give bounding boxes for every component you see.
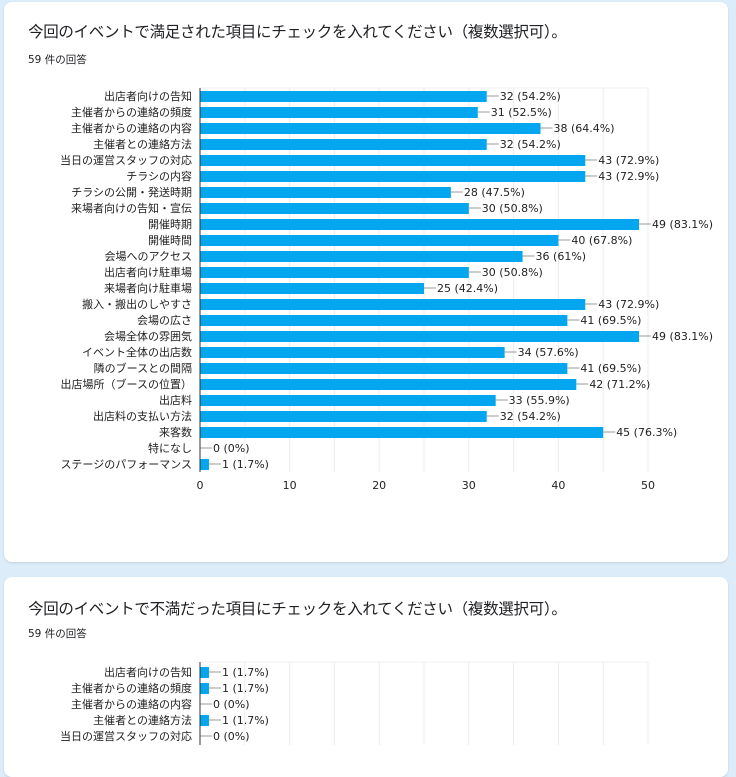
bar	[200, 395, 496, 406]
bar	[200, 171, 586, 182]
data-label: 33 (55.9%)	[509, 394, 570, 407]
data-label: 25 (42.4%)	[437, 282, 498, 295]
data-label: 1 (1.7%)	[222, 682, 269, 695]
category-label: 出店料の支払い方法	[93, 409, 192, 423]
data-label: 30 (50.8%)	[482, 266, 543, 279]
category-label: 会場へのアクセス	[105, 250, 192, 263]
data-label: 32 (54.2%)	[500, 90, 561, 103]
x-tick-label: 10	[283, 479, 297, 492]
category-label: 特になし	[148, 441, 192, 455]
category-label: 会場の広さ	[137, 314, 192, 327]
bar	[200, 219, 640, 230]
category-label: 当日の運営スタッフの対応	[60, 729, 192, 743]
data-label: 32 (54.2%)	[500, 410, 561, 423]
data-label: 34 (57.6%)	[518, 346, 579, 359]
category-label: 主催者との連絡方法	[93, 713, 192, 727]
data-label: 1 (1.7%)	[222, 458, 269, 471]
bar	[200, 107, 478, 118]
x-tick-label: 30	[462, 479, 476, 492]
data-label: 49 (83.1%)	[652, 218, 713, 231]
data-label: 41 (69.5%)	[580, 362, 641, 375]
category-label: イベント全体の出店数	[82, 345, 192, 359]
bar	[200, 315, 568, 326]
data-label: 0 (0%)	[213, 730, 250, 743]
bar	[200, 347, 505, 358]
category-label: ステージのパフォーマンス	[60, 458, 192, 471]
question-title: 今回のイベントで不満だった項目にチェックを入れてください（複数選択可）。	[28, 600, 567, 618]
bar	[200, 379, 577, 390]
data-label: 40 (67.8%)	[571, 234, 632, 247]
x-tick-label: 0	[197, 479, 204, 492]
bar	[200, 331, 640, 342]
bar	[200, 299, 586, 310]
bar	[200, 715, 209, 726]
category-label: 出店者向け駐車場	[104, 265, 192, 279]
category-label: 隣のブースとの間隔	[94, 361, 192, 375]
bar	[200, 363, 568, 374]
bar	[200, 123, 541, 134]
data-label: 28 (47.5%)	[464, 186, 525, 199]
category-label: 出店場所（ブースの位置）	[61, 377, 192, 391]
bar	[200, 683, 209, 694]
bar	[200, 427, 604, 438]
data-label: 42 (71.2%)	[589, 378, 650, 391]
data-label: 43 (72.9%)	[598, 170, 659, 183]
category-label: 来客数	[159, 425, 192, 439]
question-title: 今回のイベントで満足された項目にチェックを入れてください（複数選択可）。	[28, 23, 567, 41]
data-label: 49 (83.1%)	[652, 330, 713, 343]
category-label: 主催者からの連絡の内容	[71, 697, 192, 711]
bar	[200, 91, 487, 102]
category-label: 開催時期	[148, 217, 192, 231]
data-label: 1 (1.7%)	[222, 666, 269, 679]
bar	[200, 155, 586, 166]
data-label: 43 (72.9%)	[598, 298, 659, 311]
category-label: 会場全体の雰囲気	[104, 329, 192, 343]
category-label: チラシの内容	[126, 169, 192, 183]
response-count: 59 件の回答	[28, 628, 87, 640]
x-tick-label: 20	[372, 479, 386, 492]
bar	[200, 139, 487, 150]
category-label: 出店者向けの告知	[104, 89, 192, 103]
category-label: 出店料	[159, 393, 192, 407]
category-label: 搬入・搬出のしやすさ	[82, 297, 192, 311]
x-tick-label: 40	[551, 479, 565, 492]
data-label: 43 (72.9%)	[598, 154, 659, 167]
x-tick-label: 50	[641, 479, 655, 492]
data-label: 45 (76.3%)	[616, 426, 677, 439]
data-label: 0 (0%)	[213, 442, 250, 455]
bar	[200, 411, 487, 422]
data-label: 1 (1.7%)	[222, 714, 269, 727]
data-label: 32 (54.2%)	[500, 138, 561, 151]
category-label: 主催者からの連絡の頻度	[71, 105, 192, 119]
category-label: 主催者からの連絡の頻度	[71, 681, 192, 695]
bar-charts: 出店者向けの告知 32 (54.2%) 主催者からの連絡の頻度 31 (52.5%) 主…	[60, 87, 713, 745]
bar	[200, 459, 209, 470]
data-label: 38 (64.4%)	[553, 122, 614, 135]
bar	[200, 283, 424, 294]
bar	[200, 251, 523, 262]
bar	[200, 187, 451, 198]
category-label: 主催者からの連絡の内容	[71, 121, 192, 135]
data-label: 36 (61%)	[536, 250, 587, 263]
data-label: 31 (52.5%)	[491, 106, 552, 119]
category-label: 主催者との連絡方法	[93, 137, 192, 151]
response-count: 59 件の回答	[28, 54, 87, 66]
data-label: 0 (0%)	[213, 698, 250, 711]
bar	[200, 235, 559, 246]
data-label: 41 (69.5%)	[580, 314, 641, 327]
bar	[200, 203, 469, 214]
data-label: 30 (50.8%)	[482, 202, 543, 215]
category-label: 開催時間	[148, 233, 192, 247]
question-card-unsatisfied: 今回のイベントで不満だった項目にチェックを入れてください（複数選択可）。 59 …	[4, 577, 728, 777]
category-label: 来場者向け駐車場	[104, 281, 192, 295]
category-label: チラシの公開・発送時期	[71, 185, 192, 199]
category-label: 出店者向けの告知	[104, 665, 192, 679]
category-label: 来場者向けの告知・宣伝	[71, 201, 192, 215]
bar	[200, 267, 469, 278]
category-label: 当日の運営スタッフの対応	[60, 153, 192, 167]
bar	[200, 667, 209, 678]
